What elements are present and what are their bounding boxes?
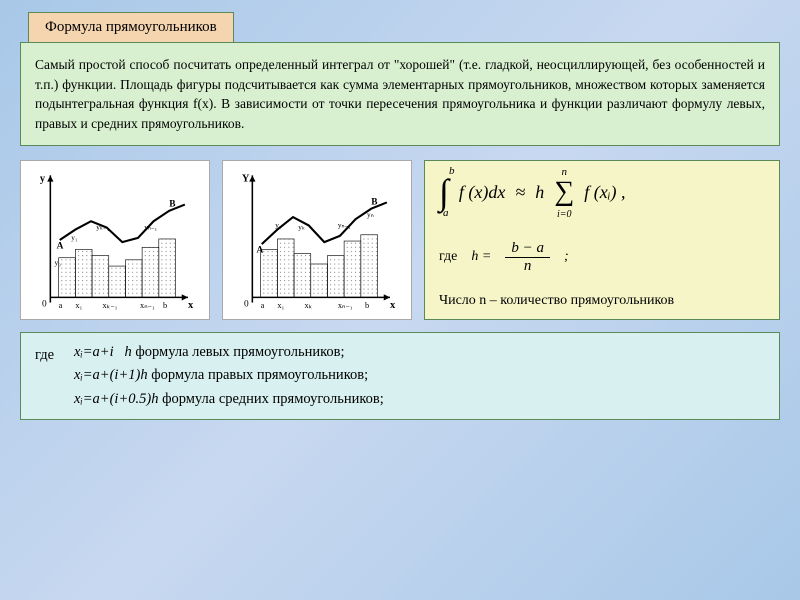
fraction: b − a n bbox=[505, 240, 550, 275]
middle-row: y x 0 A B y₀ y₁ yₖ₋₁ yₙ₋₁ a x₁ xₖ₋₁ xₙ₋₁… bbox=[20, 160, 780, 320]
formula-right-rect: xᵢ=a+(i+1)h формула правых прямоугольник… bbox=[74, 364, 765, 387]
svg-text:y: y bbox=[40, 174, 46, 185]
svg-text:y₁: y₁ bbox=[275, 221, 282, 230]
formula-mid-rect: xᵢ=a+(i+0.5)h формула средних прямоуголь… bbox=[74, 388, 765, 411]
left-chart: y x 0 A B y₀ y₁ yₖ₋₁ yₙ₋₁ a x₁ xₖ₋₁ xₙ₋₁… bbox=[20, 160, 210, 320]
bottom-box: где xᵢ=a+i h формула левых прямоугольник… bbox=[20, 332, 780, 420]
h-coef: h bbox=[535, 182, 544, 203]
svg-text:b: b bbox=[163, 301, 167, 310]
svg-text:b: b bbox=[365, 301, 369, 310]
approx-sign: ≈ bbox=[515, 182, 525, 203]
svg-text:A: A bbox=[57, 242, 64, 252]
svg-text:x₁: x₁ bbox=[277, 301, 284, 310]
svg-text:B: B bbox=[169, 200, 175, 210]
title-text: Формула прямоугольников bbox=[45, 19, 217, 35]
sum-lower: i=0 bbox=[557, 209, 572, 220]
svg-text:a: a bbox=[261, 301, 265, 310]
title-box: Формула прямоугольников bbox=[28, 12, 234, 43]
svg-text:0: 0 bbox=[42, 300, 47, 310]
svg-text:xₖ₋₁: xₖ₋₁ bbox=[102, 301, 117, 310]
svg-text:yₖ: yₖ bbox=[298, 223, 305, 232]
integral-formula: ∫ b a f (x)dx ≈ h ∑ n i=0 f (xᵢ) , bbox=[439, 171, 765, 213]
frac-den: n bbox=[518, 258, 538, 275]
sum-symbol: ∑ n i=0 bbox=[554, 176, 574, 208]
formula-box: ∫ b a f (x)dx ≈ h ∑ n i=0 f (xᵢ) , где h… bbox=[424, 160, 780, 320]
svg-text:x: x bbox=[390, 300, 396, 311]
description-text: Самый простой способ посчитать определен… bbox=[35, 57, 765, 131]
n-note: Число n – количество прямо­угольников bbox=[439, 293, 765, 309]
semicolon: ; bbox=[564, 249, 569, 265]
description-box: Самый простой способ посчитать определен… bbox=[20, 42, 780, 146]
svg-text:xₙ₋₁: xₙ₋₁ bbox=[338, 301, 353, 310]
svg-text:y₁: y₁ bbox=[71, 233, 78, 242]
svg-text:Y: Y bbox=[242, 174, 250, 185]
formula-left-rect: xᵢ=a+i h формула левых прямоугольников; bbox=[74, 341, 765, 364]
svg-text:yₙ₋₁: yₙ₋₁ bbox=[338, 221, 351, 230]
sum-upper: n bbox=[561, 166, 567, 178]
svg-text:B: B bbox=[371, 198, 377, 208]
integrand: f (x)dx bbox=[459, 182, 505, 203]
svg-text:y₀: y₀ bbox=[55, 258, 62, 267]
bottom-where: где bbox=[35, 341, 54, 411]
int-lower: a bbox=[443, 207, 449, 219]
left-chart-svg: y x 0 A B y₀ y₁ yₖ₋₁ yₙ₋₁ a x₁ xₖ₋₁ xₙ₋₁… bbox=[27, 167, 203, 313]
h-eq: h = bbox=[471, 249, 491, 265]
int-upper: b bbox=[449, 165, 455, 177]
summand: f (xᵢ) , bbox=[584, 182, 625, 203]
svg-text:x: x bbox=[188, 300, 194, 311]
h-definition: где h = b − a n ; bbox=[439, 240, 765, 275]
right-chart: Y x 0 A B y₁ yₖ yₙ₋₁ yₙ a x₁ xₖ xₙ₋₁ b bbox=[222, 160, 412, 320]
svg-text:x₁: x₁ bbox=[75, 301, 82, 310]
where-word: где bbox=[439, 249, 457, 265]
svg-text:yₙ₋₁: yₙ₋₁ bbox=[144, 223, 157, 232]
right-chart-svg: Y x 0 A B y₁ yₖ yₙ₋₁ yₙ a x₁ xₖ xₙ₋₁ b bbox=[229, 167, 405, 313]
svg-text:A: A bbox=[257, 246, 264, 256]
frac-num: b − a bbox=[505, 240, 550, 258]
svg-text:yₖ₋₁: yₖ₋₁ bbox=[96, 223, 110, 232]
integral-symbol: ∫ b a bbox=[439, 171, 449, 213]
xi-formulas: xᵢ=a+i h формула левых прямоугольников; … bbox=[74, 341, 765, 411]
svg-text:a: a bbox=[59, 301, 63, 310]
svg-text:yₙ: yₙ bbox=[367, 210, 374, 219]
svg-text:0: 0 bbox=[244, 300, 249, 310]
svg-text:xₖ: xₖ bbox=[304, 301, 312, 310]
svg-text:xₙ₋₁: xₙ₋₁ bbox=[140, 301, 155, 310]
